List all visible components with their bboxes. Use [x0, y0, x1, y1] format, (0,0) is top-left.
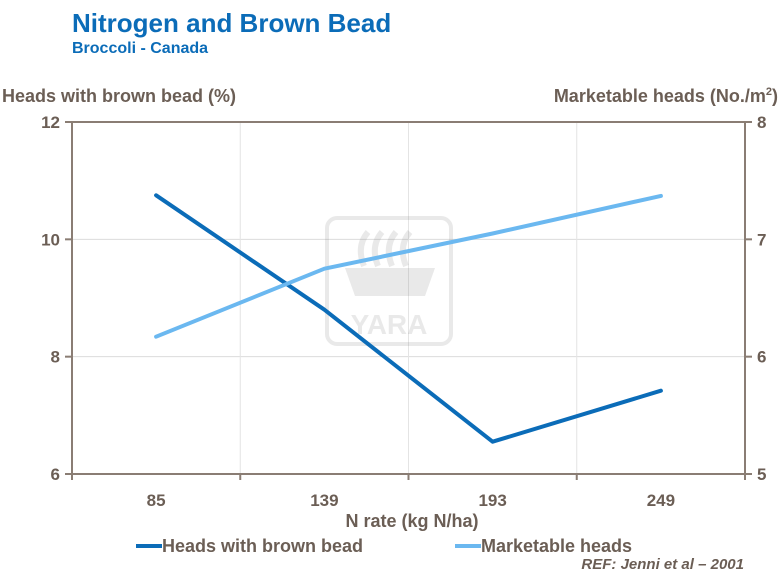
logo-ship-icon — [345, 268, 435, 296]
x-tick-label: 139 — [310, 491, 338, 510]
left-tick-label: 6 — [51, 465, 60, 484]
legend-marketable-label: Marketable heads — [481, 536, 632, 556]
point-brown-bead — [660, 390, 662, 392]
tick-labels: 6 8 10 12 5 6 7 8 85 139 193 249 — [41, 113, 766, 510]
right-tick-label: 6 — [757, 348, 766, 367]
left-tick-label: 12 — [41, 113, 60, 132]
legend-brown-bead-label: Heads with brown bead — [162, 536, 363, 556]
series-lines — [154, 193, 663, 444]
left-axis-label: Heads with brown bead (%) — [2, 86, 237, 106]
x-axis-label: N rate (kg N/ha) — [345, 511, 478, 531]
x-tick-label: 193 — [478, 491, 506, 510]
left-tick-label: 8 — [51, 348, 60, 367]
right-axis-label-close: ) — [772, 86, 778, 106]
chart-subtitle: Broccoli - Canada — [72, 40, 209, 57]
x-tick-label: 249 — [647, 491, 675, 510]
right-axis-label: Marketable heads (No./m2) — [554, 86, 778, 107]
series-line-brown-bead — [154, 193, 663, 444]
right-tick-label: 5 — [757, 465, 766, 484]
right-tick-label: 7 — [757, 230, 766, 249]
point-brown-bead — [492, 441, 494, 443]
logo-text: YARA — [351, 309, 428, 340]
right-tick-label: 8 — [757, 113, 766, 132]
yara-logo-watermark: YARA — [325, 216, 453, 346]
point-marketable — [323, 268, 325, 270]
point-brown-bead — [323, 309, 325, 311]
reference-note: REF: Jenni et al – 2001 — [581, 556, 744, 573]
right-axis-label-sup: 2 — [765, 86, 772, 98]
left-tick-label: 10 — [41, 230, 60, 249]
grid-lines — [72, 122, 745, 474]
logo-frame — [325, 216, 453, 346]
point-marketable — [492, 232, 494, 234]
point-brown-bead — [155, 194, 157, 196]
right-axis-label-main: Marketable heads (No./m — [553, 86, 766, 106]
point-marketable — [660, 195, 662, 197]
axes — [65, 121, 752, 480]
chart-title: Nitrogen and Brown Bead — [72, 8, 392, 38]
logo-sail-icon — [357, 230, 413, 268]
series-line-marketable — [154, 193, 663, 339]
legend: Heads with brown bead Marketable heads — [136, 536, 632, 556]
point-marketable — [155, 336, 157, 338]
x-tick-label: 85 — [147, 491, 166, 510]
